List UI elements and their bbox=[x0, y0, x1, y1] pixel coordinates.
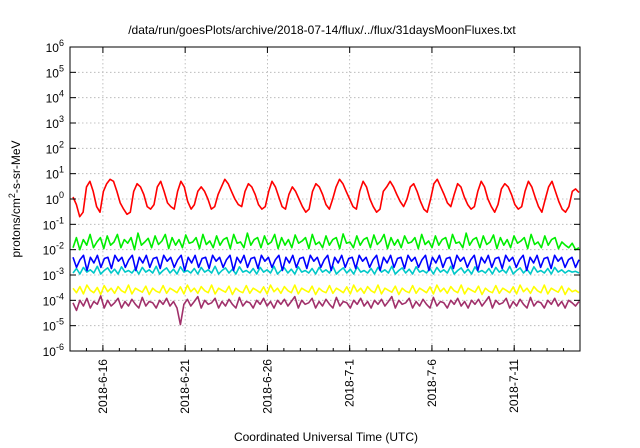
y-tick-label: 10-6 bbox=[43, 342, 64, 359]
y-tick-label: 105 bbox=[46, 63, 64, 80]
y-tick-label: 10-4 bbox=[43, 291, 64, 308]
x-axis-label: Coordinated Universal Time (UTC) bbox=[234, 430, 418, 444]
series-line-6 bbox=[72, 295, 580, 326]
y-tick-label: 10-3 bbox=[43, 266, 64, 283]
y-tick-label: 103 bbox=[46, 114, 64, 131]
x-tick-label: 2018-6-26 bbox=[260, 359, 274, 414]
series-line-1 bbox=[72, 178, 580, 218]
x-tick-label: 2018-7-1 bbox=[343, 359, 357, 407]
series-group bbox=[72, 178, 580, 326]
y-tick-label: 10-2 bbox=[43, 241, 64, 258]
y-axis-ticks: 10-6 10-5 10-4 10-3 10-2 10-1 100 101 102 103 104 1… bbox=[43, 38, 580, 359]
y-tick-label: 10-1 bbox=[43, 215, 64, 232]
x-tick-label: 2018-6-21 bbox=[178, 359, 192, 414]
y-tick-label: 101 bbox=[46, 165, 64, 182]
chart-title: /data/run/goesPlots/archive/2018-07-14/f… bbox=[128, 23, 516, 37]
y-tick-label: 102 bbox=[46, 139, 64, 156]
x-tick-label: 2018-6-16 bbox=[96, 359, 110, 414]
series-line-2 bbox=[72, 232, 580, 251]
y-tick-label: 10-5 bbox=[43, 317, 64, 334]
y-axis-label: protons/cm2-s-sr-MeV bbox=[7, 140, 23, 257]
y-tick-label: 100 bbox=[46, 190, 64, 207]
x-tick-label: 2018-7-6 bbox=[425, 359, 439, 407]
y-tick-label: 106 bbox=[46, 38, 64, 55]
series-line-5 bbox=[72, 284, 580, 296]
series-line-4 bbox=[72, 254, 580, 272]
x-tick-label: 2018-7-11 bbox=[507, 359, 521, 413]
series-line-3 bbox=[72, 265, 580, 275]
x-axis-ticks: 2018-6-16 2018-6-21 2018-6-26 2018-7-1 2018-… bbox=[69, 47, 581, 414]
y-tick-label: 104 bbox=[46, 89, 64, 106]
